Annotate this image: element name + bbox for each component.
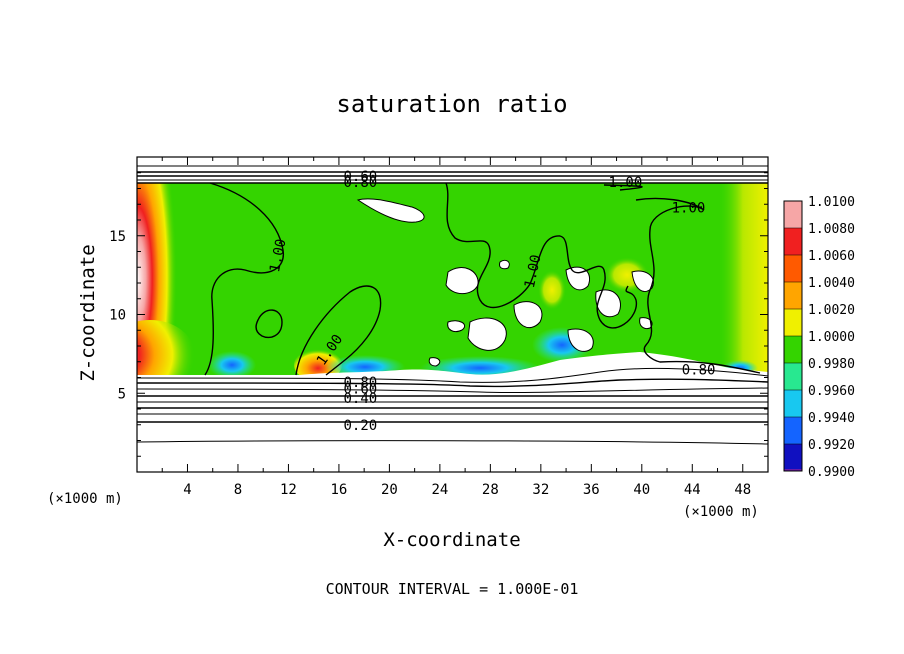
contour-interval-note: CONTOUR INTERVAL = 1.000E-01	[326, 580, 579, 598]
x-axis-label: X-coordinate	[383, 529, 520, 551]
contour-1-00-blob	[255, 309, 283, 339]
x-tick-label: 32	[532, 482, 549, 498]
x-tick-label: 48	[734, 482, 751, 498]
contour-1-00-center	[445, 182, 637, 329]
y-axis-label: Z-coordinate	[77, 244, 99, 381]
colorbar-swatch	[784, 363, 802, 390]
contour-label: 0.60	[344, 169, 378, 185]
x-tick-label: 16	[330, 482, 347, 498]
colorbar: 1.0100 1.0080 1.0060 1.0040 1.0020 1.0000 0.99…	[783, 195, 855, 480]
colorbar-swatch	[784, 309, 802, 336]
anomaly-blue-8km	[208, 351, 256, 379]
colorbar-swatch	[784, 336, 802, 363]
colorbar-label: 1.0080	[808, 222, 855, 237]
contour-label: 0.80	[344, 375, 378, 391]
colorbar-label: 0.9940	[808, 411, 855, 426]
colorbar-swatch	[784, 255, 802, 282]
contour-1-00-left	[204, 182, 284, 376]
y-tick-label: 10	[109, 308, 126, 324]
y-axis-ticks: 5 10 15	[109, 172, 768, 457]
contour-label: 1.00	[267, 237, 290, 273]
contour-label: 1.00	[609, 175, 643, 191]
colorbar-swatch	[784, 282, 802, 309]
x-unit-label: (×1000 m)	[683, 504, 759, 520]
colorbar-label: 0.9960	[808, 384, 855, 399]
contour-lines	[137, 165, 768, 445]
colorbar-label: 0.9920	[808, 438, 855, 453]
contour-label: 1.00	[522, 253, 545, 289]
colorbar-label: 1.0020	[808, 303, 855, 318]
x-tick-label: 28	[482, 482, 499, 498]
x-tick-label: 8	[234, 482, 242, 498]
x-tick-label: 4	[183, 482, 191, 498]
z-unit-label: (×1000 m)	[47, 491, 123, 507]
colorbar-swatch	[784, 444, 802, 471]
contour-1-00-mid	[295, 285, 382, 376]
x-tick-label: 36	[583, 482, 600, 498]
anomaly-right-edge	[718, 183, 768, 375]
contour-label: 0.80	[344, 175, 378, 191]
y-tick-label: 5	[118, 386, 126, 402]
colorbar-swatch	[784, 201, 802, 228]
contour-label: 0.20	[344, 418, 378, 434]
contour-label: 0.60	[344, 382, 378, 398]
colorbar-label: 1.0040	[808, 276, 855, 291]
x-tick-label: 24	[431, 482, 448, 498]
contour-band-9	[137, 440, 768, 445]
contour-labels: 0.600.80 1.001.001.00 1.001.000.800.600.40…	[267, 169, 716, 434]
plot-area	[137, 157, 768, 472]
colorbar-label: 1.0060	[808, 249, 855, 264]
contour-label: 1.00	[672, 200, 706, 216]
colorbar-label: 0.9980	[808, 357, 855, 372]
contour-label: 0.80	[682, 363, 716, 379]
contour-band-3	[137, 387, 768, 394]
x-tick-label: 44	[684, 482, 701, 498]
anomaly-yellow-34km	[538, 270, 566, 310]
anomaly-red-14km	[294, 349, 342, 381]
colorbar-swatch-bottom	[784, 469, 802, 471]
colorbar-swatch	[784, 228, 802, 255]
colorbar-swatch	[784, 417, 802, 444]
colorbar-label: 1.0100	[808, 195, 855, 210]
x-tick-label: 12	[280, 482, 297, 498]
anomaly-left-core	[137, 320, 195, 390]
y-tick-label: 15	[109, 229, 126, 245]
colorbar-label: 1.0000	[808, 330, 855, 345]
x-tick-label: 40	[633, 482, 650, 498]
contour-label: 0.40	[344, 391, 378, 407]
chart-title: saturation ratio	[336, 90, 567, 118]
contour-band-1	[137, 368, 768, 383]
contour-1-00-right	[603, 184, 761, 374]
upper-boundary-fill	[137, 157, 768, 183]
cloud-patches	[356, 198, 654, 367]
contour-band-2	[137, 378, 768, 388]
colorbar-label: 0.9900	[808, 465, 855, 480]
x-tick-label: 20	[381, 482, 398, 498]
x-axis-ticks: 4 8 12 16 20 24 28 32 36 40 44 48	[161, 157, 751, 498]
colorbar-swatch	[784, 390, 802, 417]
